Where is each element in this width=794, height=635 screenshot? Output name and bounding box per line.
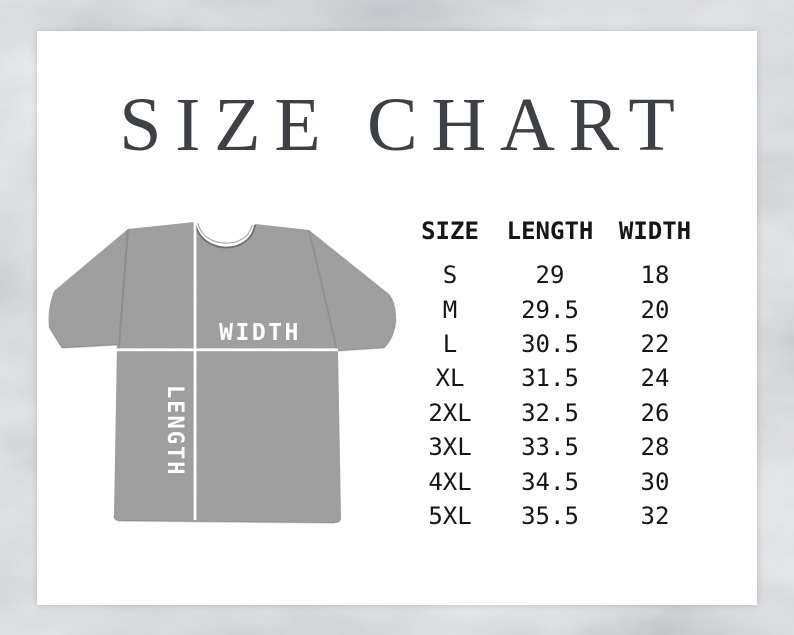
cell-size: 2XL [428, 398, 472, 427]
length-label: LENGTH [162, 385, 187, 476]
column-header-length: LENGTH [506, 217, 594, 245]
cell-size: M [442, 295, 458, 324]
width-measure-line [56, 348, 338, 352]
table-header-row: SIZE LENGTH WIDTH [405, 212, 705, 250]
cell-length: 32.5 [521, 398, 579, 427]
cell-size: S [442, 261, 458, 290]
cell-size: XL [435, 364, 465, 393]
cell-length: 31.5 [521, 364, 579, 393]
cell-length: 29.5 [521, 295, 579, 324]
tshirt-diagram: WIDTH LENGTH [40, 198, 400, 530]
table-row: XL 31.5 24 [405, 361, 705, 395]
tshirt-graphic: WIDTH LENGTH [48, 221, 397, 524]
cell-length: 33.5 [521, 433, 579, 462]
bottom-hem [113, 515, 336, 524]
cell-size: 4XL [428, 467, 472, 496]
collar-ribbing [197, 222, 253, 244]
cell-width: 20 [640, 295, 670, 324]
cell-size: L [442, 329, 458, 358]
cell-width: 28 [640, 433, 670, 462]
content-panel: SIZE CHART [37, 31, 757, 605]
right-sleeve-hem [337, 318, 397, 352]
cell-length: 34.5 [521, 467, 579, 496]
table-row: 4XL 34.5 30 [405, 464, 705, 498]
page-title: SIZE CHART [119, 83, 689, 167]
table-row: S 29 18 [405, 258, 705, 292]
table-row: 5XL 35.5 32 [405, 499, 705, 533]
cell-size: 3XL [428, 433, 472, 462]
cell-width: 30 [640, 467, 670, 496]
cell-width: 32 [640, 501, 670, 530]
cell-width: 24 [640, 364, 670, 393]
cell-width: 22 [640, 329, 670, 358]
size-table: SIZE LENGTH WIDTH S 29 18 M 29.5 20 L 30… [405, 212, 705, 533]
length-measure-line [193, 222, 197, 520]
table-row: M 29.5 20 [405, 292, 705, 326]
column-header-size: SIZE [421, 217, 479, 245]
cell-length: 35.5 [521, 501, 579, 530]
cell-width: 26 [640, 398, 670, 427]
cell-width: 18 [640, 261, 670, 290]
collar-outline [194, 221, 256, 249]
cell-length: 30.5 [521, 329, 579, 358]
cell-length: 29 [535, 261, 565, 290]
column-header-width: WIDTH [618, 217, 692, 245]
table-row: L 30.5 22 [405, 327, 705, 361]
table-row: 3XL 33.5 28 [405, 430, 705, 464]
cell-size: 5XL [428, 501, 472, 530]
table-body: S 29 18 M 29.5 20 L 30.5 22 XL 31.5 [405, 258, 705, 533]
left-sleeve-hem [48, 326, 118, 349]
right-sleeve-seam [308, 229, 338, 351]
left-sleeve-seam [118, 228, 129, 347]
width-label: WIDTH [219, 320, 301, 346]
table-row: 2XL 32.5 26 [405, 396, 705, 430]
